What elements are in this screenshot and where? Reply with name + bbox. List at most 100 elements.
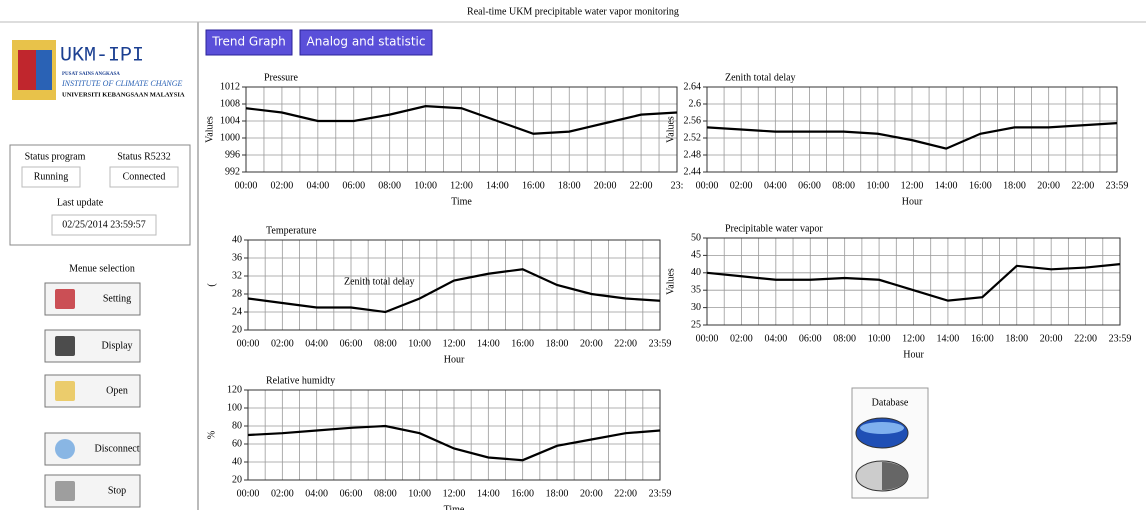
- y-axis-label: Values: [204, 116, 215, 143]
- x-tick-label: 08:00: [833, 333, 856, 344]
- tab-label[interactable]: Trend Graph: [211, 35, 285, 49]
- y-tick-label: 35: [691, 284, 701, 295]
- x-tick-label: 02:00: [271, 180, 294, 191]
- x-tick-label: 02:00: [271, 338, 294, 349]
- button-icon: [55, 336, 75, 356]
- crest-part: [18, 50, 36, 90]
- y-axis-label: Values: [665, 268, 676, 295]
- x-tick-label: 23:59: [649, 338, 672, 349]
- x-tick-label: 22:00: [1074, 333, 1097, 344]
- button-icon: [55, 289, 75, 309]
- crest-part: [36, 50, 52, 90]
- y-tick-label: 1000: [220, 132, 240, 143]
- window-title: Real-time UKM precipitable water vapor m…: [467, 6, 679, 17]
- x-tick-label: 20:00: [594, 180, 617, 191]
- button-label[interactable]: Setting: [103, 293, 131, 304]
- y-tick-label: 20: [232, 474, 242, 485]
- logo-line: UNIVERSITI KEBANGSAAN MALAYSIA: [62, 91, 185, 98]
- y-tick-label: 1012: [220, 81, 240, 92]
- y-tick-label: 2.48: [684, 149, 702, 160]
- x-tick-label: 20:00: [580, 338, 603, 349]
- y-tick-label: 24: [232, 306, 242, 317]
- x-axis-label: Hour: [902, 196, 923, 207]
- button-icon: [55, 381, 75, 401]
- x-axis-label: Time: [451, 196, 472, 207]
- button-label[interactable]: Open: [106, 385, 128, 396]
- x-tick-label: 04:00: [764, 333, 787, 344]
- button-label[interactable]: Display: [101, 340, 132, 351]
- button-icon: [55, 481, 75, 501]
- y-tick-label: 2.56: [684, 115, 702, 126]
- x-tick-label: 06:00: [798, 180, 821, 191]
- y-axis-label: %: [206, 431, 217, 439]
- x-tick-label: 16:00: [971, 333, 994, 344]
- x-tick-label: 08:00: [378, 180, 401, 191]
- x-tick-label: 22:00: [614, 338, 637, 349]
- annotation: Zenith total delay: [344, 276, 415, 287]
- x-tick-label: 12:00: [450, 180, 473, 191]
- last-update-value: 02/25/2014 23:59:57: [62, 219, 146, 230]
- x-tick-label: 04:00: [305, 488, 328, 499]
- x-tick-label: 12:00: [443, 488, 466, 499]
- x-tick-label: 00:00: [696, 180, 719, 191]
- x-tick-label: 18:00: [546, 488, 569, 499]
- status-value: Connected: [123, 171, 166, 182]
- x-tick-label: 06:00: [340, 488, 363, 499]
- x-tick-label: 10:00: [408, 488, 431, 499]
- x-tick-label: 18:00: [1005, 333, 1028, 344]
- y-tick-label: 20: [232, 324, 242, 335]
- y-tick-label: 60: [232, 438, 242, 449]
- y-tick-label: 28: [232, 288, 242, 299]
- y-tick-label: 996: [225, 149, 240, 160]
- x-tick-label: 00:00: [696, 333, 719, 344]
- x-tick-label: 14:00: [477, 488, 500, 499]
- indicator-highlight: [860, 422, 904, 434]
- chart-title: Precipitable water vapor: [725, 223, 823, 234]
- tab-label[interactable]: Analog and statistic: [307, 35, 426, 49]
- x-tick-label: 00:00: [237, 488, 260, 499]
- y-tick-label: 100: [227, 402, 242, 413]
- status-label: Status R5232: [117, 151, 171, 162]
- x-tick-label: 04:00: [764, 180, 787, 191]
- x-tick-label: 02:00: [730, 180, 753, 191]
- x-tick-label: 23:59: [1106, 180, 1129, 191]
- y-tick-label: 45: [691, 250, 701, 261]
- x-tick-label: 14:00: [486, 180, 509, 191]
- x-tick-label: 08:00: [832, 180, 855, 191]
- y-tick-label: 40: [232, 234, 242, 245]
- y-tick-label: 32: [232, 270, 242, 281]
- x-tick-label: 08:00: [374, 338, 397, 349]
- x-tick-label: 02:00: [730, 333, 753, 344]
- x-tick-label: 14:00: [937, 333, 960, 344]
- x-tick-label: 12:00: [443, 338, 466, 349]
- x-tick-label: 08:00: [374, 488, 397, 499]
- y-tick-label: 40: [232, 456, 242, 467]
- button-label[interactable]: Disconnect: [95, 443, 140, 454]
- x-tick-label: 18:00: [546, 338, 569, 349]
- x-tick-label: 14:00: [935, 180, 958, 191]
- y-tick-label: 1008: [220, 98, 240, 109]
- x-tick-label: 22:00: [614, 488, 637, 499]
- x-tick-label: 06:00: [342, 180, 365, 191]
- button-label[interactable]: Stop: [108, 485, 126, 496]
- x-tick-label: 00:00: [237, 338, 260, 349]
- y-tick-label: 80: [232, 420, 242, 431]
- x-tick-label: 16:00: [511, 338, 534, 349]
- x-axis-label: Hour: [444, 354, 465, 365]
- x-tick-label: 06:00: [340, 338, 363, 349]
- app-window: Real-time UKM precipitable water vapor m…: [0, 0, 1146, 510]
- status-value: Running: [34, 171, 68, 182]
- x-tick-label: 23:: [671, 180, 684, 191]
- x-tick-label: 20:00: [580, 488, 603, 499]
- x-tick-label: 04:00: [306, 180, 329, 191]
- y-tick-label: 992: [225, 166, 240, 177]
- x-axis-label: Time: [444, 504, 465, 510]
- chart-title: Zenith total delay: [725, 72, 796, 83]
- y-tick-label: 2.64: [684, 81, 702, 92]
- y-tick-label: 50: [691, 232, 701, 243]
- chart-title: Temperature: [266, 225, 317, 236]
- x-tick-label: 10:00: [414, 180, 437, 191]
- last-update-label: Last update: [57, 197, 104, 208]
- status-label: Status program: [25, 151, 86, 162]
- x-tick-label: 12:00: [902, 333, 925, 344]
